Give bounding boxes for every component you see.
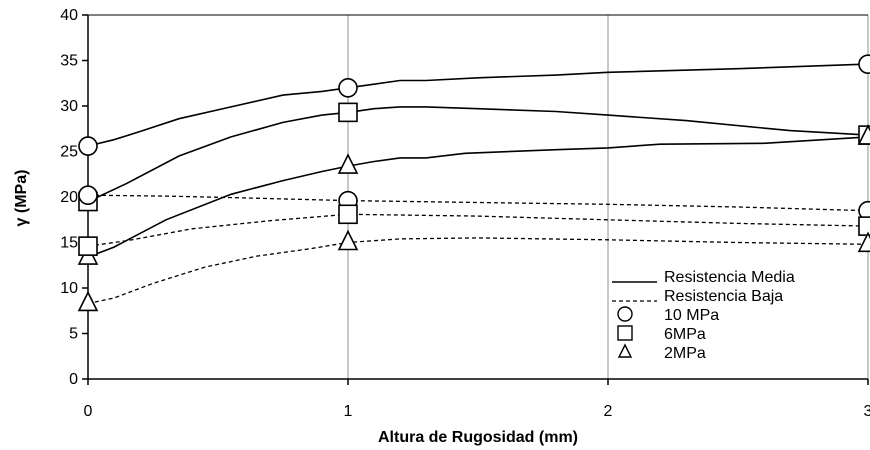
y-tick-label-3: 15 <box>60 235 78 252</box>
legend-label-2: 10 MPa <box>664 307 719 324</box>
axes <box>82 14 869 385</box>
series-0-marker-1 <box>338 78 358 98</box>
series-4-marker-0 <box>78 236 98 256</box>
y-tick-label-4: 20 <box>60 189 78 206</box>
y-tick-label-5: 25 <box>60 144 78 161</box>
y-tick-label-7: 35 <box>60 53 78 70</box>
legend-label-4: 2MPa <box>664 345 706 362</box>
legend-label-0: Resistencia Media <box>664 269 795 286</box>
series-group <box>87 63 869 305</box>
series-0-marker-2 <box>858 54 870 74</box>
series-5-marker-0 <box>77 290 99 312</box>
series-5-marker-1 <box>337 229 359 251</box>
series-line-0 <box>87 63 869 147</box>
series-5-marker-2 <box>857 231 870 253</box>
legend-swatch-4 <box>617 343 633 358</box>
x-tick-label-2: 2 <box>604 403 613 420</box>
y-tick-label-1: 5 <box>69 326 78 343</box>
y-tick-label-6: 30 <box>60 98 78 115</box>
legend-swatch-2 <box>617 306 633 322</box>
series-3-marker-0 <box>78 185 98 205</box>
x-tick-label-3: 3 <box>864 403 870 420</box>
series-1-marker-1 <box>338 102 358 123</box>
legend-label-3: 6MPa <box>664 326 706 343</box>
series-line-5 <box>87 237 869 305</box>
series-0-marker-0 <box>78 136 98 156</box>
series-4-marker-1 <box>338 204 358 225</box>
legend-swatch-3 <box>617 325 633 341</box>
series-line-3 <box>87 194 869 212</box>
y-axis-label: γ (MPa) <box>13 170 30 227</box>
legend: Resistencia Media Resistencia Baja 10 MPa 6… <box>612 269 795 362</box>
tick-labels: 0 5 10 15 20 25 30 35 40 0 1 2 3 <box>60 7 870 420</box>
series-line-4 <box>87 213 869 247</box>
y-tick-label-0: 0 <box>69 371 78 388</box>
series-line-1 <box>87 106 869 203</box>
legend-label-1: Resistencia Baja <box>664 288 783 305</box>
series-line-2 <box>87 136 869 258</box>
grid-lines <box>347 15 869 379</box>
markers-group <box>77 54 870 312</box>
x-tick-label-0: 0 <box>84 403 93 420</box>
series-2-marker-1 <box>337 153 359 174</box>
y-tick-label-8: 40 <box>60 7 78 24</box>
x-tick-label-1: 1 <box>344 403 353 420</box>
x-axis-label: Altura de Rugosidad (mm) <box>378 429 578 446</box>
y-tick-label-2: 10 <box>60 280 78 297</box>
series-2-marker-2 <box>857 124 870 145</box>
